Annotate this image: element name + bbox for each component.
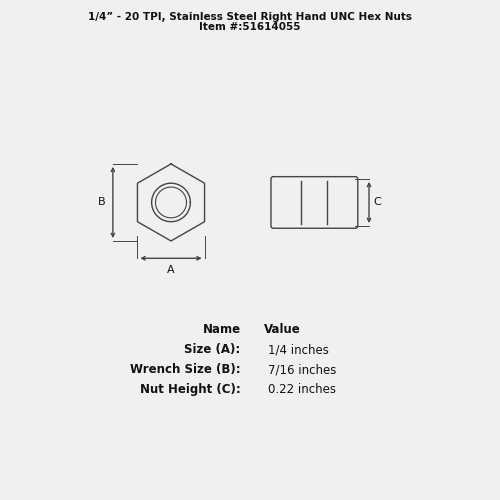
Text: 1/4 inches: 1/4 inches [268, 343, 329, 356]
Text: 1/4” - 20 TPI, Stainless Steel Right Hand UNC Hex Nuts: 1/4” - 20 TPI, Stainless Steel Right Han… [88, 12, 412, 22]
Text: Size (A):: Size (A): [184, 343, 241, 356]
Text: 7/16 inches: 7/16 inches [268, 363, 336, 376]
Text: 0.22 inches: 0.22 inches [268, 383, 336, 396]
Text: Name: Name [202, 323, 241, 336]
Text: B: B [98, 198, 105, 207]
Text: C: C [374, 198, 382, 207]
Text: Nut Height (C):: Nut Height (C): [140, 383, 241, 396]
Text: Item #:51614055: Item #:51614055 [199, 22, 301, 32]
Text: Wrench Size (B):: Wrench Size (B): [130, 363, 241, 376]
Text: A: A [167, 265, 175, 275]
Text: Value: Value [264, 323, 301, 336]
